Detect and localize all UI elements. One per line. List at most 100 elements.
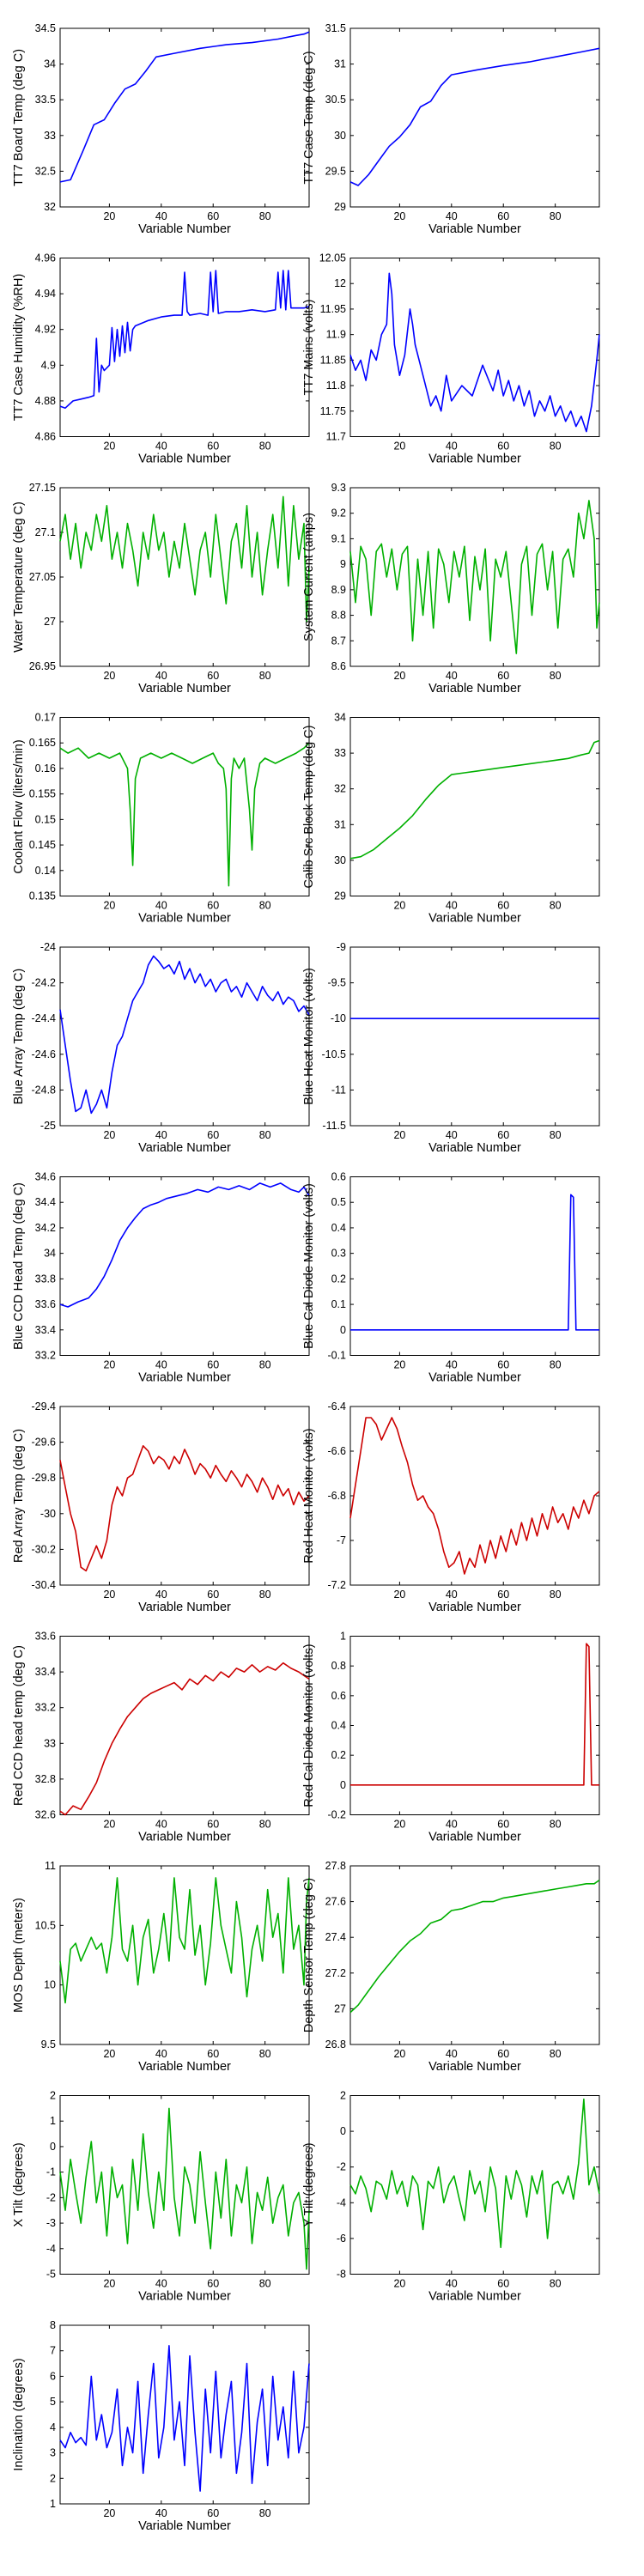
y-tick-label: 33.5	[35, 94, 56, 106]
x-tick-label: 40	[446, 900, 458, 912]
x-tick-label: 80	[259, 2048, 271, 2060]
y-tick-label: 27.05	[29, 571, 56, 583]
y-tick-label: -29.8	[32, 1472, 57, 1484]
x-tick-label: 40	[446, 2278, 458, 2290]
x-tick-label: 80	[550, 1589, 562, 1601]
x-tick-label: 60	[207, 2278, 219, 2290]
x-tick-label: 60	[207, 670, 219, 682]
y-tick-label: 5	[50, 2396, 56, 2408]
x-tick-label: 60	[207, 440, 219, 453]
y-tick-label: 8.7	[331, 635, 346, 647]
x-tick-label: 80	[550, 1129, 562, 1141]
y-tick-label: 30	[334, 854, 346, 866]
y-axis-label: Calib Src Block Temp (deg C)	[302, 726, 316, 889]
y-tick-label: 0.16	[35, 762, 56, 775]
chart-panel: 20 40 60 80 32 32.5 33 33.5 34 34.5 Variable Numbe…	[12, 22, 310, 236]
x-tick-label: 80	[259, 900, 271, 912]
plot-frame	[59, 946, 310, 1127]
x-tick-label: 40	[155, 670, 167, 682]
x-tick-label: 80	[259, 1129, 271, 1141]
y-tick-label: 0.6	[331, 1690, 346, 1702]
y-tick-label: 2	[50, 2472, 56, 2484]
x-tick-label: 80	[259, 670, 271, 682]
series-line	[349, 272, 600, 433]
y-tick-label: 27.1	[35, 526, 56, 538]
y-tick-label: -6.6	[327, 1445, 346, 1457]
x-tick-label: 20	[103, 440, 115, 453]
y-axis-label: Depth Sensor Temp (deg C)	[302, 1878, 316, 2032]
x-axis-label: Variable Number	[428, 1831, 521, 1844]
x-tick-label: 20	[103, 670, 115, 682]
y-tick-label: 27.6	[325, 1896, 346, 1908]
y-tick-label: 27	[44, 616, 56, 628]
y-axis-label: Blue CCD Head Temp (deg C)	[12, 1182, 26, 1350]
y-tick-label: 33.6	[35, 1631, 56, 1643]
y-axis-label: TT7 Board Temp (deg C)	[12, 49, 26, 186]
x-tick-label: 60	[497, 210, 509, 222]
y-tick-label: 12.05	[319, 252, 346, 264]
y-tick-label: 34.4	[35, 1196, 56, 1208]
x-tick-label: 40	[446, 440, 458, 453]
y-axis-label: Coolant Flow (liters/min)	[12, 739, 26, 873]
y-tick-label: -10	[331, 1012, 346, 1024]
x-tick-label: 20	[393, 1589, 405, 1601]
x-tick-label: 40	[446, 670, 458, 682]
y-tick-label: -30	[40, 1508, 56, 1520]
x-tick-label: 20	[103, 1589, 115, 1601]
y-tick-label: 11.7	[326, 431, 346, 443]
plot-frame	[349, 258, 600, 437]
plot-frame	[59, 1176, 310, 1356]
y-tick-label: -0.2	[327, 1809, 346, 1821]
y-axis-label: TT7 Case Temp (deg C)	[302, 51, 316, 184]
x-tick-label: 60	[497, 440, 509, 453]
series-line	[349, 1879, 600, 2014]
x-tick-label: 60	[207, 1129, 219, 1141]
x-axis-label: Variable Number	[138, 2290, 231, 2304]
y-tick-label: 33	[44, 130, 56, 142]
x-tick-label: 60	[207, 2048, 219, 2060]
y-tick-label: 8.8	[331, 610, 346, 622]
plot-frame	[59, 27, 310, 208]
chart-panel: 20 40 60 80 29 29.5 30 30.5 31 31.5 Variable Numbe…	[302, 22, 600, 236]
x-axis-label: Variable Number	[138, 222, 231, 236]
y-tick-label: 33.4	[35, 1666, 56, 1678]
y-tick-label: 0.165	[29, 737, 56, 749]
y-tick-label: 32.8	[35, 1773, 56, 1785]
y-tick-label: 11	[45, 1860, 56, 1872]
x-axis-label: Variable Number	[428, 2060, 521, 2074]
y-tick-label: 4.94	[35, 288, 56, 300]
chart-panel: 20 40 60 80 32.6 32.8 33 33.2 33.4 33.6 Variable N…	[12, 1631, 310, 1844]
x-tick-label: 20	[393, 2278, 405, 2290]
series-line	[59, 31, 310, 183]
y-tick-label: 1	[50, 2498, 56, 2510]
chart-panel: 20 40 60 80 0.135 0.14 0.145 0.15 0.155 0.16 0.165…	[12, 712, 310, 926]
x-tick-label: 20	[393, 1359, 405, 1371]
y-tick-label: 0.1	[331, 1298, 346, 1310]
x-tick-label: 60	[207, 1359, 219, 1371]
y-tick-label: 33.6	[35, 1298, 56, 1310]
x-tick-label: 80	[259, 1589, 271, 1601]
x-tick-label: 20	[393, 2048, 405, 2060]
chart-panel: 20 40 60 80 -8 -6 -4 -2 0 2 Variable Number Y Tilt …	[302, 2090, 600, 2304]
y-tick-label: 0.4	[331, 1720, 346, 1732]
y-axis-label: TT7 Case Humidity (%RH)	[12, 274, 26, 422]
y-tick-label: 32	[44, 201, 56, 213]
x-tick-label: 80	[550, 210, 562, 222]
y-tick-label: 34	[334, 712, 346, 724]
x-tick-label: 40	[155, 2507, 167, 2519]
x-tick-label: 20	[103, 2278, 115, 2290]
y-tick-label: 0.5	[331, 1196, 346, 1208]
y-tick-label: 4.86	[35, 431, 56, 443]
x-tick-label: 40	[446, 1589, 458, 1601]
y-tick-label: -10.5	[322, 1048, 347, 1060]
plot-frame	[349, 1865, 600, 2045]
x-tick-label: 60	[207, 1819, 219, 1831]
y-tick-label: 32.6	[35, 1809, 56, 1821]
y-axis-label: Inclination (degrees)	[12, 2358, 26, 2470]
series-line	[59, 270, 310, 410]
y-tick-label: 4.92	[35, 324, 56, 336]
x-axis-label: Variable Number	[428, 453, 521, 466]
x-tick-label: 80	[550, 900, 562, 912]
x-axis-label: Variable Number	[138, 1601, 231, 1614]
